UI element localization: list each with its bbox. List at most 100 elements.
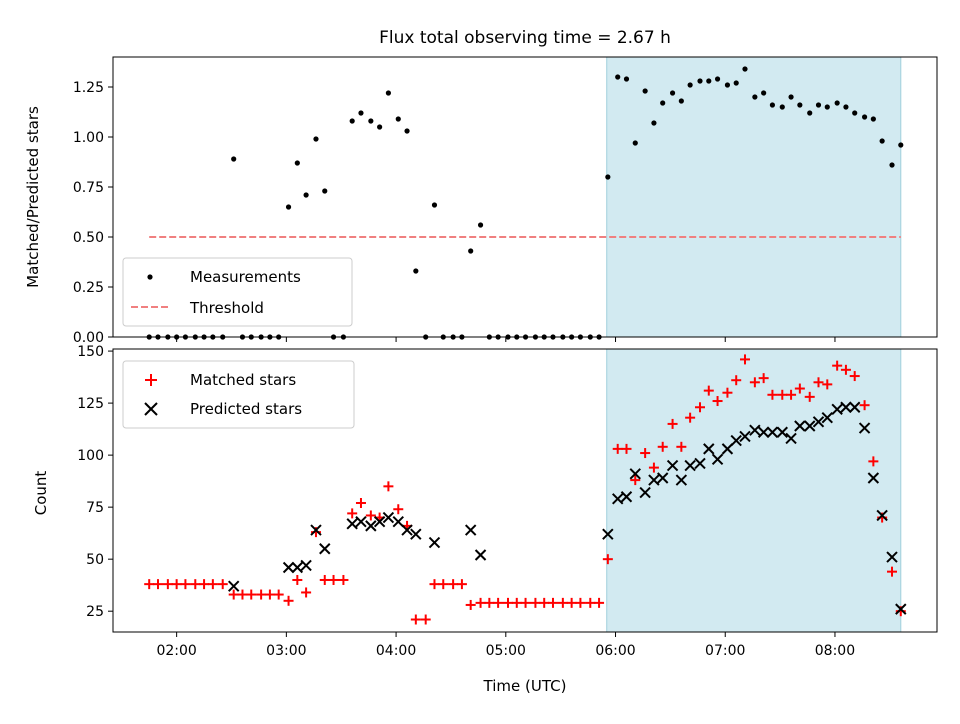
- matched-star-point: [256, 589, 267, 600]
- measurement-point: [742, 66, 748, 72]
- matched-star-point: [657, 441, 668, 452]
- matched-star-point: [493, 597, 504, 608]
- matched-star-point: [703, 385, 714, 396]
- matched-star-point: [217, 579, 228, 590]
- matched-star-point: [594, 597, 605, 608]
- measurement-point: [697, 78, 703, 84]
- measurement-point: [824, 104, 830, 110]
- predicted-star-point: [895, 603, 907, 615]
- predicted-star-point: [849, 401, 861, 413]
- matched-star-point: [566, 597, 577, 608]
- matched-star-point: [144, 579, 155, 590]
- predicted-star-point: [355, 516, 367, 528]
- top-y-axis-label: Matched/Predicted stars: [24, 106, 42, 288]
- matched-star-point: [840, 364, 851, 375]
- predicted-star-point: [602, 528, 614, 540]
- matched-star-point: [383, 481, 394, 492]
- measurement-point: [322, 188, 328, 194]
- matched-star-point: [887, 566, 898, 577]
- matched-star-point: [429, 579, 440, 590]
- top-y-tick-label: 0.25: [73, 280, 104, 296]
- bottom-plot-frame: [112, 348, 938, 633]
- predicted-star-point: [365, 520, 377, 532]
- matched-star-point: [410, 614, 421, 625]
- x-tick-label: 06:00: [595, 643, 635, 659]
- measurement-point: [231, 156, 237, 162]
- measurement-point: [660, 100, 666, 106]
- matched-star-point: [456, 579, 467, 590]
- measurement-point: [623, 76, 630, 82]
- bottom-y-axis-label: Count: [32, 471, 50, 516]
- measurements-legend-label: Measurements: [190, 268, 301, 286]
- measurement-point: [714, 76, 721, 82]
- predicted-star-point: [876, 509, 888, 522]
- top-y-tick-label: 0.00: [73, 330, 104, 346]
- measurement-point: [404, 128, 410, 134]
- matched-star-point: [355, 497, 366, 508]
- matched-star-point: [484, 597, 495, 608]
- measurement-point: [752, 94, 758, 100]
- top-plot-frame: [112, 56, 938, 338]
- predicted-star-point: [730, 434, 742, 447]
- measurement-point: [294, 160, 300, 166]
- top-legend-box: [122, 257, 353, 327]
- matched-star-point: [171, 579, 182, 590]
- measurement-point: [632, 140, 638, 146]
- matched-legend-marker: [145, 374, 157, 386]
- predicted-star-point: [464, 524, 477, 536]
- matched-star-point: [547, 597, 558, 608]
- matched-star-point: [557, 597, 568, 608]
- predicted-star-point: [867, 472, 880, 484]
- matched-star-point: [162, 579, 173, 590]
- predicted-star-point: [346, 518, 358, 530]
- measurement-point: [468, 248, 474, 254]
- measurement-point: [807, 110, 813, 116]
- bottom-legend-box: [122, 360, 355, 429]
- matched-star-point: [246, 589, 257, 600]
- predicted-star-point: [629, 468, 641, 480]
- measurement-point: [669, 90, 676, 96]
- measurement-point: [349, 118, 355, 124]
- predicted-star-point: [840, 401, 852, 413]
- predicted-star-point: [474, 549, 487, 561]
- measurement-point: [879, 138, 885, 144]
- matched-star-point: [228, 589, 239, 600]
- matched-star-point: [347, 508, 358, 519]
- matched-star-point: [420, 614, 431, 625]
- bottom-legend: Matched stars Predicted stars: [122, 360, 355, 429]
- measurement-point: [797, 102, 803, 108]
- measurement-point: [477, 222, 484, 228]
- matched-star-point: [868, 456, 879, 467]
- matched-star-point: [630, 475, 641, 486]
- measurement-point: [395, 116, 401, 122]
- matched-star-point: [585, 597, 596, 608]
- measurement-point: [761, 90, 767, 96]
- predicted-star-point: [684, 459, 696, 472]
- predicted-star-point: [721, 443, 734, 455]
- measurement-point: [852, 110, 858, 116]
- measurement-point: [413, 268, 419, 274]
- measurement-point: [605, 174, 611, 180]
- measurement-point: [678, 98, 684, 104]
- matched-star-point: [621, 443, 632, 454]
- matched-star-point: [786, 389, 797, 400]
- matched-star-point: [511, 597, 522, 608]
- predicted-legend-marker: [144, 402, 158, 416]
- predicted-star-point: [373, 516, 386, 528]
- matched-star-point: [152, 579, 163, 590]
- bottom-y-tick-label: 75: [86, 500, 104, 516]
- predicted-star-point: [757, 426, 770, 438]
- measurement-point: [706, 78, 712, 84]
- bottom-y-tick-label: 125: [77, 396, 104, 412]
- matched-star-point: [640, 448, 651, 459]
- matched-star-point: [530, 597, 541, 608]
- matched-star-point: [739, 354, 750, 365]
- predicted-star-point: [703, 443, 715, 455]
- matched-star-point: [199, 579, 210, 590]
- predicted-star-point: [612, 493, 624, 505]
- top-y-tick-label: 0.50: [73, 230, 104, 246]
- predicted-star-point: [804, 420, 816, 432]
- matched-star-point: [849, 371, 860, 382]
- predicted-star-point: [766, 426, 779, 438]
- predicted-star-point: [382, 511, 395, 524]
